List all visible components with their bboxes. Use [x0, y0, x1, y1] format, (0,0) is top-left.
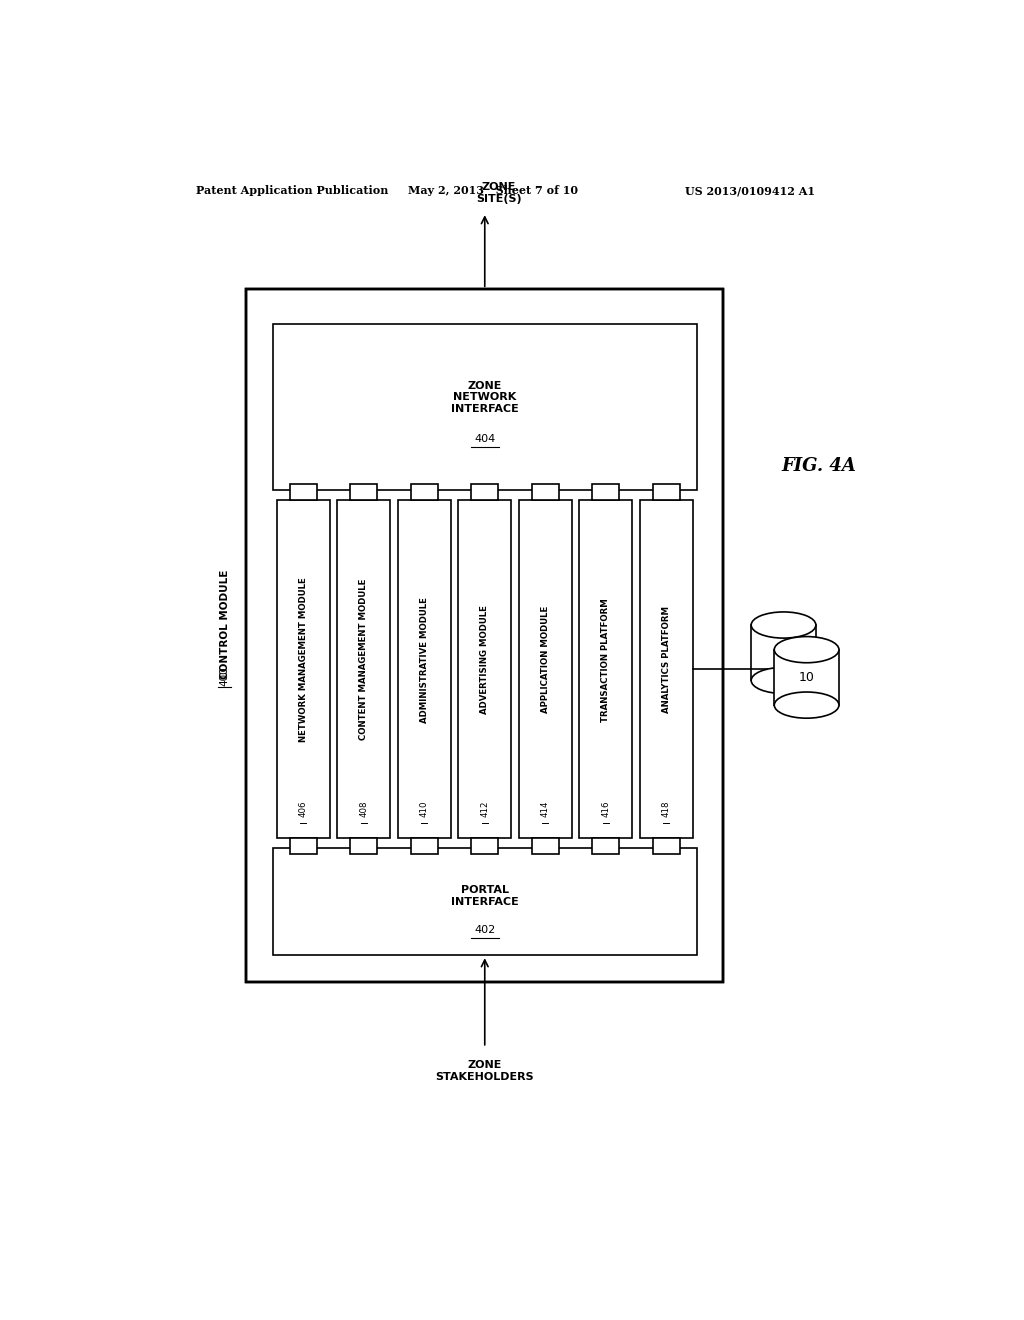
- FancyBboxPatch shape: [350, 838, 378, 854]
- Polygon shape: [752, 626, 816, 681]
- Ellipse shape: [752, 668, 816, 693]
- FancyBboxPatch shape: [411, 838, 438, 854]
- FancyBboxPatch shape: [531, 838, 559, 854]
- Polygon shape: [774, 649, 839, 705]
- FancyBboxPatch shape: [459, 499, 511, 838]
- FancyBboxPatch shape: [471, 484, 499, 499]
- FancyBboxPatch shape: [652, 838, 680, 854]
- FancyBboxPatch shape: [519, 499, 571, 838]
- Text: ZONE
SITE(S): ZONE SITE(S): [476, 182, 521, 203]
- Text: ZONE
NETWORK
INTERFACE: ZONE NETWORK INTERFACE: [451, 381, 518, 414]
- FancyBboxPatch shape: [337, 499, 390, 838]
- Ellipse shape: [752, 612, 816, 638]
- Text: APPLICATION MODULE: APPLICATION MODULE: [541, 606, 550, 713]
- Text: 400: 400: [219, 667, 229, 685]
- Text: 404: 404: [474, 434, 496, 444]
- FancyBboxPatch shape: [290, 484, 316, 499]
- FancyBboxPatch shape: [276, 499, 330, 838]
- Text: PORTAL
INTERFACE: PORTAL INTERFACE: [451, 886, 518, 907]
- Text: 10: 10: [799, 671, 814, 684]
- FancyBboxPatch shape: [471, 838, 499, 854]
- Text: 406: 406: [299, 801, 308, 817]
- FancyBboxPatch shape: [246, 289, 724, 982]
- Text: FIG. 4A: FIG. 4A: [781, 458, 856, 475]
- FancyBboxPatch shape: [531, 484, 559, 499]
- FancyBboxPatch shape: [273, 847, 696, 956]
- Text: ADMINISTRATIVE MODULE: ADMINISTRATIVE MODULE: [420, 597, 429, 722]
- Text: 408: 408: [359, 801, 369, 817]
- FancyBboxPatch shape: [350, 484, 378, 499]
- Text: 418: 418: [662, 801, 671, 817]
- Text: ZONE
STAKEHOLDERS: ZONE STAKEHOLDERS: [435, 1060, 535, 1081]
- FancyBboxPatch shape: [652, 484, 680, 499]
- Text: 412: 412: [480, 801, 489, 817]
- Text: TRANSACTION PLATFORM: TRANSACTION PLATFORM: [601, 598, 610, 722]
- Text: May 2, 2013   Sheet 7 of 10: May 2, 2013 Sheet 7 of 10: [408, 185, 578, 197]
- Ellipse shape: [774, 692, 839, 718]
- Text: CONTROL MODULE: CONTROL MODULE: [219, 569, 229, 678]
- Text: 402: 402: [474, 925, 496, 935]
- Text: NETWORK MANAGEMENT MODULE: NETWORK MANAGEMENT MODULE: [299, 577, 308, 742]
- FancyBboxPatch shape: [592, 838, 620, 854]
- Text: 410: 410: [420, 801, 429, 817]
- Ellipse shape: [774, 636, 839, 663]
- FancyBboxPatch shape: [592, 484, 620, 499]
- Text: Patent Application Publication: Patent Application Publication: [196, 185, 388, 197]
- FancyBboxPatch shape: [398, 499, 451, 838]
- Text: 416: 416: [601, 801, 610, 817]
- FancyBboxPatch shape: [580, 499, 632, 838]
- Text: 414: 414: [541, 801, 550, 817]
- Text: ANALYTICS PLATFORM: ANALYTICS PLATFORM: [662, 606, 671, 713]
- FancyBboxPatch shape: [640, 499, 692, 838]
- FancyBboxPatch shape: [290, 838, 316, 854]
- Text: ADVERTISING MODULE: ADVERTISING MODULE: [480, 606, 489, 714]
- FancyBboxPatch shape: [411, 484, 438, 499]
- Text: CONTENT MANAGEMENT MODULE: CONTENT MANAGEMENT MODULE: [359, 579, 369, 741]
- FancyBboxPatch shape: [273, 323, 696, 490]
- Text: US 2013/0109412 A1: US 2013/0109412 A1: [685, 185, 815, 197]
